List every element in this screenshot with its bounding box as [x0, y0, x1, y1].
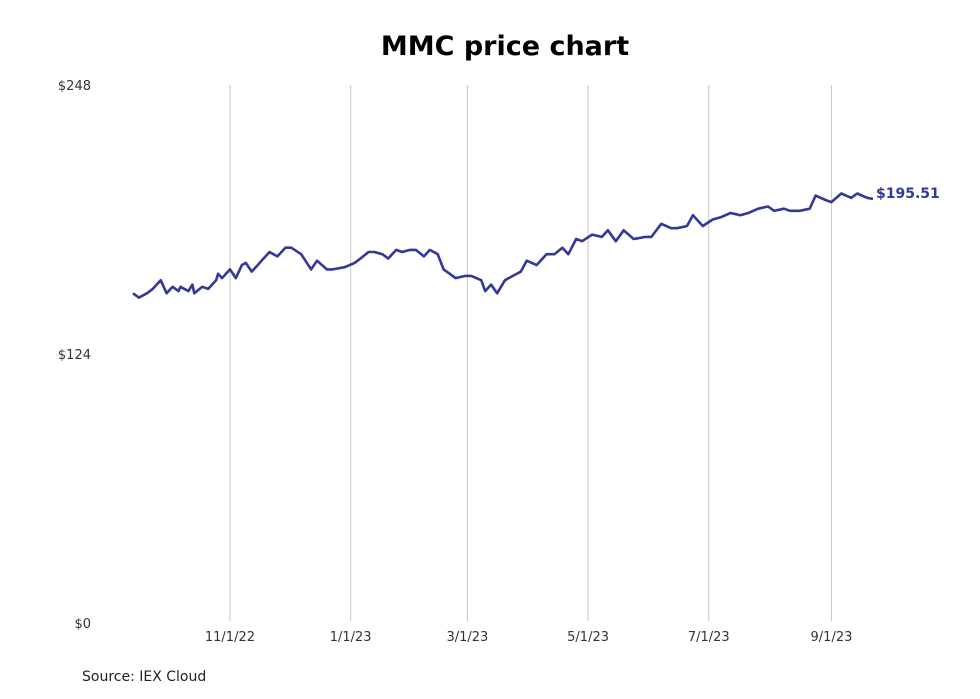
y-tick-label: $248: [58, 79, 91, 94]
x-tick-label: 7/1/23: [688, 630, 730, 645]
x-tick-label: 5/1/23: [567, 630, 609, 645]
vertical-gridlines: [229, 85, 832, 621]
price-line: [132, 192, 874, 299]
source-note: Source: IEX Cloud: [82, 669, 207, 685]
y-axis-tick-labels: $0 $124 $248: [58, 79, 91, 632]
x-tick-label: 11/1/22: [205, 630, 255, 645]
chart-title: MMC price chart: [380, 31, 630, 62]
x-tick-label: 3/1/23: [446, 630, 488, 645]
price-series: [132, 192, 874, 299]
x-axis-tick-labels: 11/1/22 1/1/23 3/1/23 5/1/23 7/1/23 9/1/23: [205, 630, 852, 645]
last-price-label: $195.51: [876, 186, 940, 202]
y-tick-label: $0: [74, 617, 91, 632]
y-tick-label: $124: [58, 348, 91, 363]
x-tick-label: 1/1/23: [330, 630, 372, 645]
x-tick-label: 9/1/23: [811, 630, 853, 645]
